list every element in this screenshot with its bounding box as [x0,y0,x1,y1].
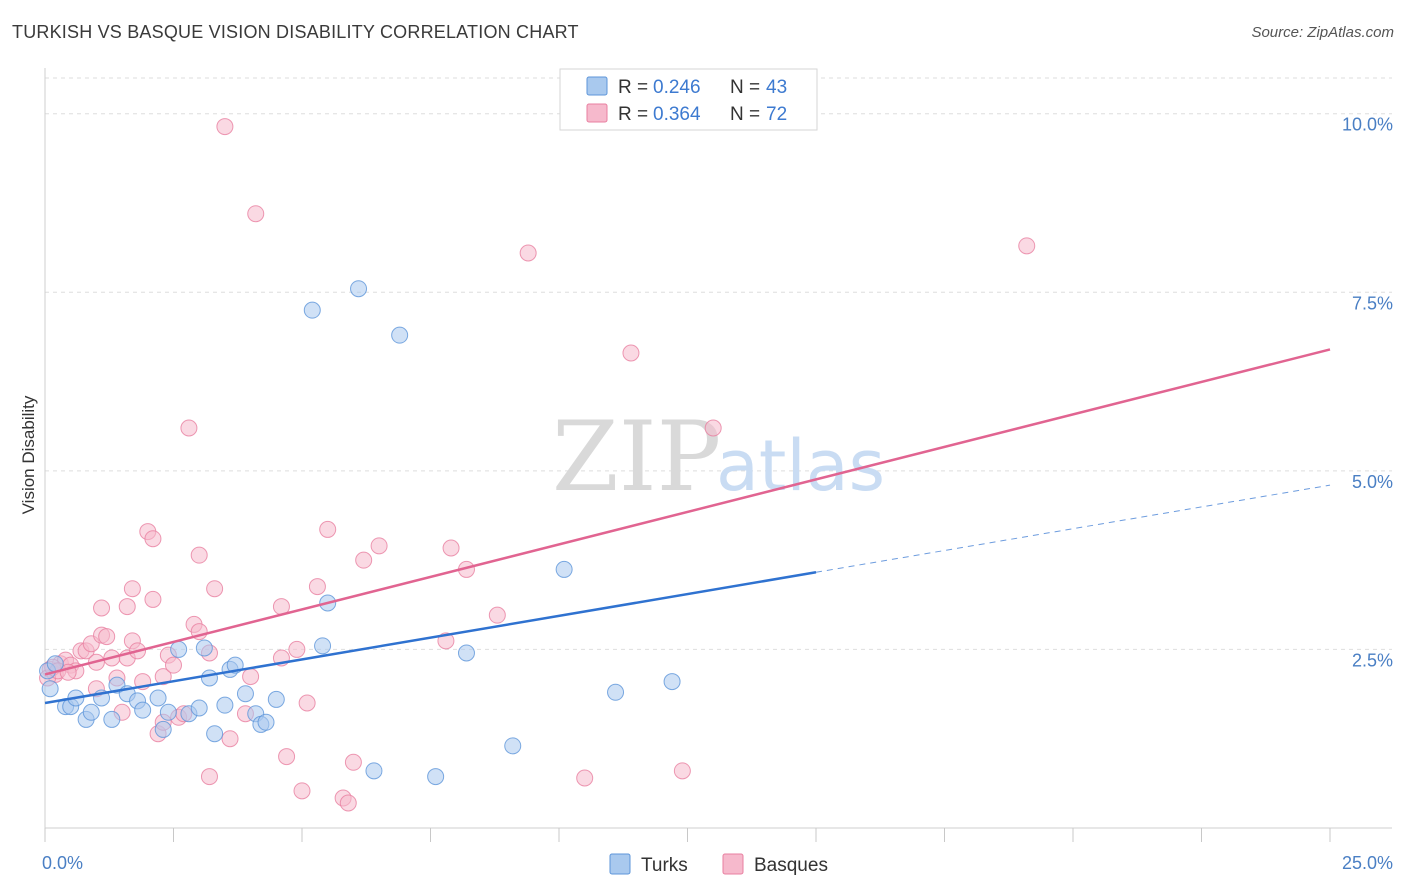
basques-point [144,530,162,548]
watermark-zip: ZIP [552,401,721,513]
y-tick-labels: 2.5% 5.0% 7.5% 10.0% [1342,115,1393,671]
basques-point [165,656,182,674]
turks-point [504,737,522,755]
source-label: Source: ZipAtlas.com [1251,24,1394,41]
basques-point [221,730,239,748]
basques-point [488,606,506,624]
basques-point [93,599,111,617]
turks-trend-line [44,571,817,705]
y-tick-label: 10.0% [1342,115,1393,135]
basques-point [308,578,326,596]
basques-point [180,419,198,437]
bottom-legend-label-turks: Turks [641,855,688,876]
turks-point [149,689,167,707]
bottom-legend: Turks Basques [609,853,828,876]
turks-point [427,768,445,786]
chart-title: TURKISH VS BASQUE VISION DISABILITY CORR… [12,22,579,42]
basques-point [154,668,172,686]
basques-point [355,551,373,569]
legend-r-value-turks: 0.246 [653,77,701,98]
basques-point [442,539,460,557]
basques-point [673,762,691,780]
legend-r-value-basques: 0.364 [653,104,701,125]
turks-point [257,713,275,731]
basques-point [247,205,265,223]
turks-point [41,680,59,698]
basques-point [200,768,218,786]
turks-point [216,696,234,714]
basques-point [216,118,234,136]
basques-point [206,580,224,598]
basques-point [339,794,357,812]
turks-point [134,701,152,719]
turks-point [200,669,218,687]
turks-point [82,703,100,721]
basques-point [98,628,116,646]
turks-point [303,301,321,319]
turks-point [555,560,573,578]
turks-point [159,703,177,721]
turks-point [206,725,224,743]
turks-point [314,637,332,655]
x-tick-label-max: 25.0% [1342,853,1393,873]
basques-point [298,694,316,712]
legend-swatch-turks [586,76,608,96]
y-axis-label: Vision Disability [19,395,38,514]
turks-point [154,720,172,738]
legend-n-label-turks: N = [730,77,760,98]
turks-point [663,673,681,691]
turks-point [170,640,188,658]
trend-lines [44,348,1331,705]
basques-trend-line [44,348,1331,676]
basques-point [319,520,337,538]
basques-point [118,598,136,616]
bottom-legend-swatch-turks [609,853,631,875]
turks-point [267,690,285,708]
turks-point [607,683,625,701]
turks-trend-extension [815,484,1331,573]
bottom-legend-label-basques: Basques [754,855,828,876]
axes [44,68,1392,842]
basques-point [370,537,388,555]
legend-r-label-turks: R = [618,77,648,98]
basques-point [622,344,640,362]
watermark-atlas: atlas [716,425,885,507]
x-tick-labels: 0.0% 25.0% [42,853,1393,873]
turks-point [236,685,254,703]
y-tick-label: 7.5% [1352,293,1393,313]
turks-point [391,326,409,344]
turks-point [195,639,213,657]
turks-point [365,762,383,780]
basques-point [144,590,162,608]
basques-point [576,769,594,787]
turks-point [350,280,368,298]
turks-point [103,710,121,728]
basques-point [190,546,208,564]
watermark: ZIP atlas [552,401,885,513]
basques-point [242,668,260,686]
basques-point [704,419,722,437]
grid-lines [45,77,1392,650]
basques-point [1018,237,1036,255]
legend-r-label-basques: R = [618,104,648,125]
basques-point [288,640,306,658]
y-tick-label: 5.0% [1352,472,1393,492]
basques-point [344,753,362,771]
basques-point [293,782,311,800]
legend-n-value-basques: 72 [766,104,787,125]
bottom-legend-swatch-basques [722,853,744,875]
legend-n-label-basques: N = [730,104,760,125]
data-points [39,118,1036,812]
turks-point [190,699,208,717]
basques-point [123,580,141,598]
basques-point [278,748,296,766]
legend-n-value-turks: 43 [766,77,787,98]
turks-point [457,644,475,662]
basques-point [519,244,537,262]
x-tick-label-min: 0.0% [42,853,83,873]
y-tick-label: 2.5% [1352,650,1393,670]
legend-swatch-basques [586,103,608,123]
legend: R = 0.246 N = 43 R = 0.364 N = 72 [559,68,818,131]
